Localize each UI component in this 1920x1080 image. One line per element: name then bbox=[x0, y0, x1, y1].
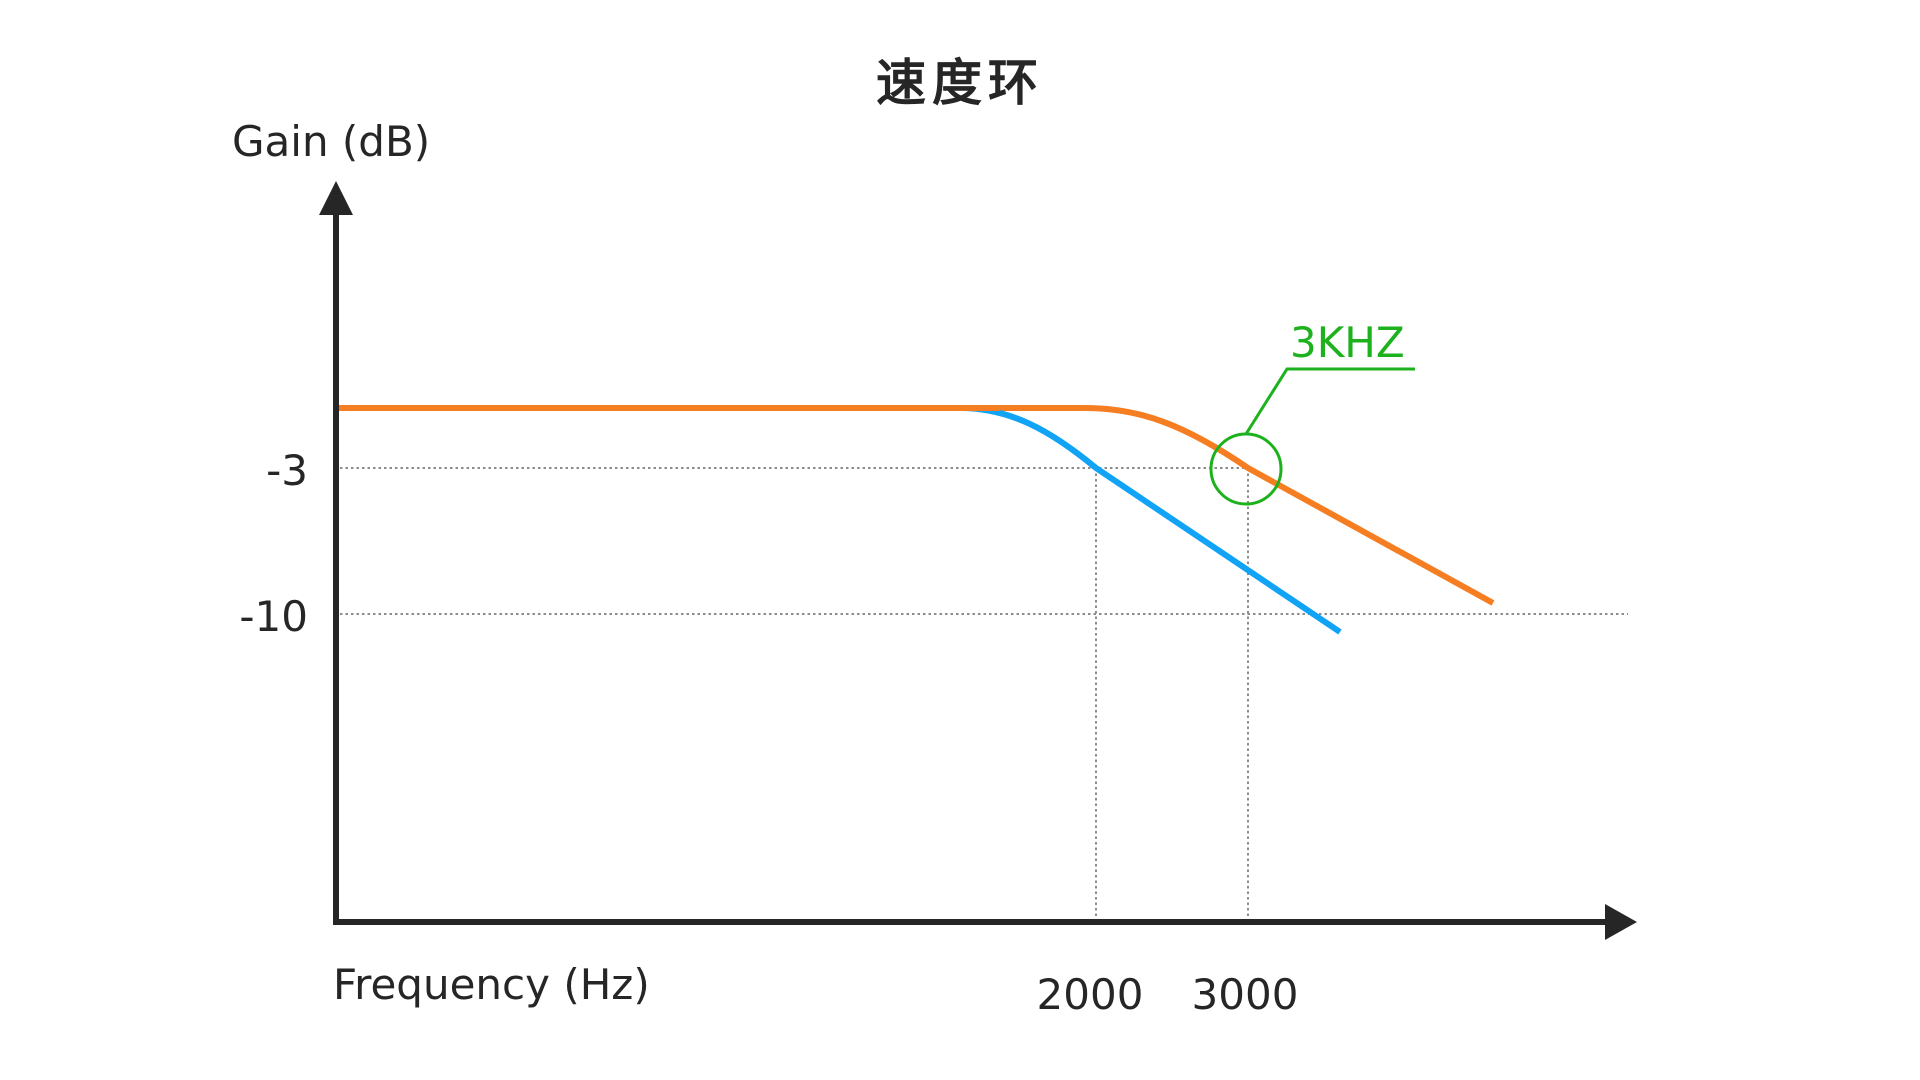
annotation-3khz-label: 3KHZ bbox=[1290, 318, 1405, 367]
axes bbox=[319, 181, 1637, 940]
annotation-leader-line bbox=[1244, 367, 1415, 435]
reference-lines bbox=[340, 467, 1628, 919]
blue-response-curve bbox=[959, 405, 1342, 635]
x-axis-label: Frequency (Hz) bbox=[333, 960, 650, 1009]
x-axis-arrow-icon bbox=[1605, 904, 1637, 940]
annotation-3khz bbox=[1209, 367, 1415, 506]
x-tick-3000: 3000 bbox=[1191, 970, 1299, 1019]
y-axis-label: Gain (dB) bbox=[232, 117, 431, 166]
orange-response-curve bbox=[339, 405, 1495, 606]
y-axis-arrow-icon bbox=[319, 181, 353, 215]
y-tick-minus-3: -3 bbox=[266, 446, 308, 495]
x-tick-2000: 2000 bbox=[1036, 970, 1144, 1019]
chart-title: 速度环 bbox=[876, 54, 1044, 112]
y-tick-minus-10: -10 bbox=[239, 592, 308, 641]
